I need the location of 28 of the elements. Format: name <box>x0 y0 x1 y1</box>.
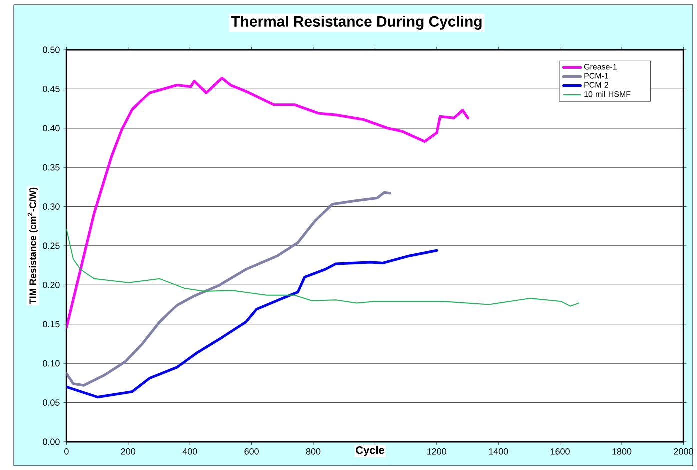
x-tick-label: 400 <box>182 448 198 455</box>
line-series <box>66 249 438 399</box>
y-axis-title: TIM Resistance (cm$^{2}$-C/W) <box>28 188 38 304</box>
y-tick-label: 0.05 <box>43 400 60 406</box>
x-tick-label: 0 <box>64 448 69 455</box>
line-series <box>66 191 392 387</box>
y-tick-label: 0.25 <box>43 242 60 250</box>
y-tick-label: 0.35 <box>43 164 60 171</box>
x-tick-label: 1400 <box>489 448 508 455</box>
x-axis-title: Cycle <box>356 446 385 456</box>
line-series <box>66 229 580 307</box>
x-tick-label: 800 <box>306 448 321 455</box>
x-tick-label: 200 <box>121 448 136 455</box>
y-tick-label: 0.20 <box>43 282 60 288</box>
x-tick-label: 1200 <box>428 448 447 455</box>
x-tick-label: 2000 <box>674 448 694 455</box>
y-tick-label: 0.00 <box>43 438 60 446</box>
x-tick-label: 1800 <box>612 448 632 455</box>
y-tick-label: 0.50 <box>43 46 60 54</box>
y-tick-label: 0.10 <box>43 360 60 367</box>
chart-title: Thermal Resistance During Cycling <box>231 16 482 30</box>
y-tick-label: 0.40 <box>43 125 60 132</box>
y-tick-label: 0.45 <box>43 86 60 92</box>
line-series <box>66 76 470 329</box>
y-tick-label: 0.15 <box>43 321 60 328</box>
y-tick-label: 0.30 <box>43 204 60 210</box>
x-tick-label: 600 <box>244 448 259 455</box>
x-tick-label: 1600 <box>551 448 570 455</box>
